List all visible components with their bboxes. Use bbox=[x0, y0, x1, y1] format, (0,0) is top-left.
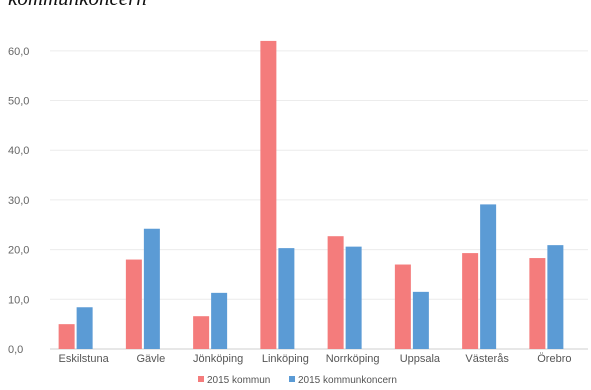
bar-kommunkoncern bbox=[143, 228, 160, 349]
legend: 2015 kommun 2015 kommunkoncern bbox=[198, 375, 397, 386]
bar-kommunkoncern bbox=[76, 307, 93, 349]
bar-kommunkoncern bbox=[345, 246, 362, 349]
x-axis: Eskilstuna Gävle Jönköping Linköping Norrköp… bbox=[59, 353, 572, 365]
bar-kommun bbox=[58, 324, 75, 349]
bars bbox=[58, 40, 564, 350]
bar-kommunkoncern bbox=[547, 245, 564, 349]
x-tick-label: Örebro bbox=[537, 353, 571, 365]
legend-label: 2015 kommunkoncern bbox=[298, 375, 397, 386]
y-tick-label: 20,0 bbox=[8, 245, 29, 257]
x-tick-label: Eskilstuna bbox=[59, 353, 110, 365]
legend-swatch bbox=[198, 376, 204, 382]
bar-kommun bbox=[327, 236, 344, 349]
x-tick-label: Jönköping bbox=[193, 353, 243, 365]
bar-kommun bbox=[125, 259, 142, 349]
y-tick-label: 50,0 bbox=[8, 96, 29, 108]
bar-kommunkoncern bbox=[278, 248, 295, 349]
y-tick-label: 30,0 bbox=[8, 195, 29, 207]
grid-lines bbox=[50, 50, 588, 350]
bar-kommun bbox=[260, 40, 277, 350]
y-axis: 0,0 10,0 20,0 30,0 40,0 50,0 60,0 bbox=[8, 46, 29, 356]
x-tick-label: Linköping bbox=[262, 353, 309, 365]
bar-kommun bbox=[529, 258, 546, 349]
bar-kommunkoncern bbox=[480, 204, 497, 349]
legend-swatch bbox=[289, 376, 295, 382]
x-tick-label: Gävle bbox=[137, 353, 166, 365]
y-tick-label: 60,0 bbox=[8, 46, 29, 58]
chart-caption: kommunkoncern bbox=[8, 0, 147, 9]
bar-kommunkoncern bbox=[412, 291, 429, 349]
bar-kommun bbox=[462, 253, 479, 349]
x-tick-label: Västerås bbox=[465, 353, 509, 365]
x-tick-label: Norrköping bbox=[326, 353, 380, 365]
y-tick-label: 10,0 bbox=[8, 294, 29, 306]
bar-kommun bbox=[394, 264, 411, 349]
bar-kommun bbox=[193, 316, 210, 349]
y-tick-label: 40,0 bbox=[8, 145, 29, 157]
bar-kommunkoncern bbox=[211, 292, 228, 349]
y-tick-label: 0,0 bbox=[8, 344, 23, 356]
x-tick-label: Uppsala bbox=[400, 353, 441, 365]
legend-label: 2015 kommun bbox=[207, 375, 270, 386]
